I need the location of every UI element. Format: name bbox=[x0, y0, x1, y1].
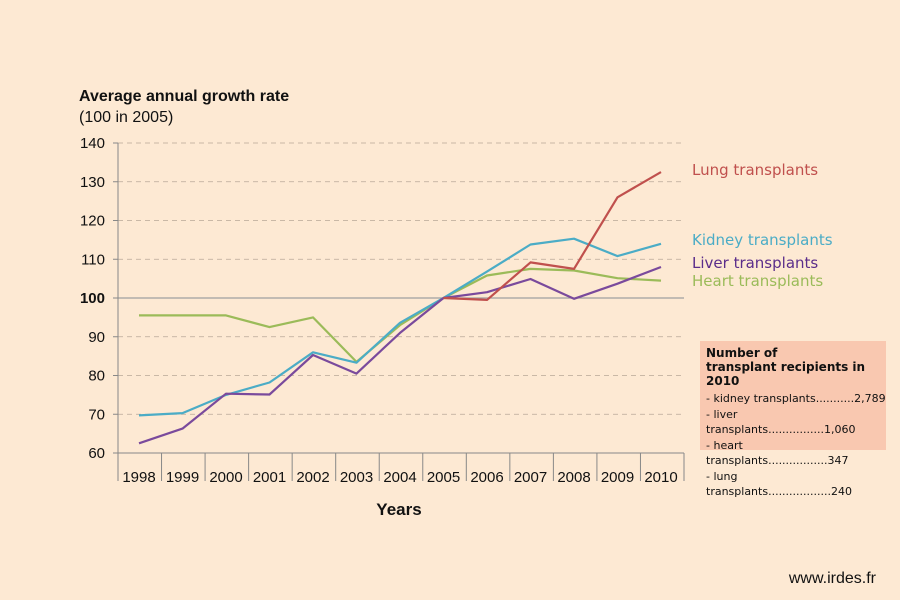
x-tick-label: 2005 bbox=[427, 469, 460, 486]
infobox-row-kidney: - kidney transplants...........2,789 bbox=[706, 392, 886, 405]
x-tick-label: 2008 bbox=[557, 469, 590, 486]
x-tick-label: 1999 bbox=[166, 469, 199, 486]
infobox-row-lung: - lung transplants..................240 bbox=[706, 469, 853, 499]
label-heart: Heart transplants bbox=[692, 272, 824, 290]
label-liver: Liver transplants bbox=[692, 254, 819, 272]
series-line-kidney bbox=[138, 237, 662, 417]
x-tick-label: 2007 bbox=[514, 469, 547, 486]
gridlines bbox=[118, 142, 684, 415]
x-tick-label: 2006 bbox=[470, 469, 503, 486]
footer-url: www.irdes.fr bbox=[788, 570, 876, 587]
x-tick-label: 2000 bbox=[209, 469, 242, 486]
infobox-row-heart: - heart transplants.................347 bbox=[706, 438, 849, 468]
x-tick-label: 2002 bbox=[296, 469, 329, 486]
series-line-heart bbox=[139, 267, 662, 363]
series-line-liver bbox=[138, 265, 662, 445]
y-axis-title: Average annual growth rate (100 in 2005) bbox=[79, 86, 289, 128]
series-lines bbox=[138, 171, 662, 445]
y-tick-label: 130 bbox=[80, 174, 105, 191]
y-axis-title-rest: (100 in 2005) bbox=[79, 109, 174, 126]
y-tick-label: 70 bbox=[88, 406, 105, 423]
series-line-lung bbox=[443, 171, 662, 301]
y-tick-label: 140 bbox=[80, 135, 105, 152]
y-axis-title-bold: Average annual growth rate bbox=[79, 88, 290, 105]
x-axis-label: Years bbox=[376, 500, 421, 519]
x-tick-labels: 1998 1999 2000 2001 2002 2003 2004 2005 2006 2007… bbox=[122, 469, 677, 486]
infobox-row-liver: - liver transplants................1,060 bbox=[706, 407, 856, 437]
label-kidney: Kidney transplants bbox=[692, 231, 833, 249]
y-tick-label: 90 bbox=[88, 329, 105, 346]
y-tick-label: 60 bbox=[88, 445, 105, 462]
y-tick-label: 110 bbox=[81, 251, 105, 268]
y-tick-labels: 60 70 80 90 100 110 120 130 140 bbox=[80, 135, 105, 462]
x-tick-label: 2003 bbox=[340, 469, 373, 486]
axes bbox=[113, 142, 685, 481]
x-tick-label: 1998 bbox=[122, 469, 155, 486]
label-lung: Lung transplants bbox=[692, 161, 819, 179]
x-tick-label: 2001 bbox=[253, 469, 286, 486]
x-tick-label: 2009 bbox=[601, 469, 634, 486]
y-tick-label: 80 bbox=[88, 368, 105, 385]
transplant-count-box: Number of transplant recipients in 2010 … bbox=[700, 341, 886, 498]
x-tick-label: 2004 bbox=[383, 469, 416, 486]
y-tick-label: 120 bbox=[80, 213, 105, 230]
infobox-title-1: Number of bbox=[706, 346, 778, 360]
x-tick-label: 2010 bbox=[644, 469, 677, 486]
y-tick-label: 100 bbox=[80, 290, 105, 307]
infobox-title-2: transplant recipients in 2010 bbox=[706, 360, 866, 388]
